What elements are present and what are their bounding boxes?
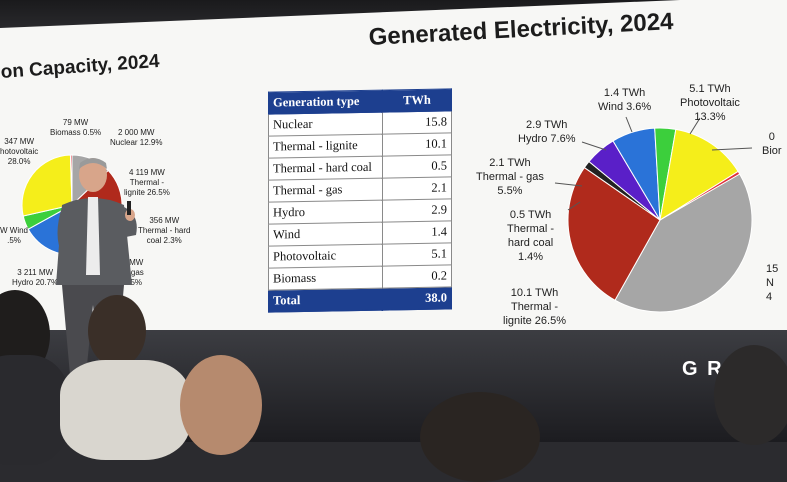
left-pie-slice-photovoltaic xyxy=(21,154,73,217)
audience-head-4 xyxy=(420,392,540,482)
pie-label-wind: 1.4 TWh Wind 3.6% xyxy=(598,87,652,113)
leader-hydro xyxy=(581,141,607,151)
pie-slice-lignite xyxy=(567,166,661,301)
pie-label-gas: 2.1 TWh Thermal - gas 5.5% xyxy=(476,157,544,197)
audience-head-3 xyxy=(180,355,262,455)
left-label-biomass: 79 MW Biomass 0.5% xyxy=(50,118,102,137)
pie-label-nuclear: 15 N 4 xyxy=(766,263,779,303)
left-label-hydro: 3 211 MW Hydro 20.7% xyxy=(12,268,59,287)
right-generation-pie xyxy=(554,116,753,313)
leader-photovoltaic xyxy=(689,117,701,135)
left-label-gas: 9 MW l - gas 4.5% xyxy=(122,258,144,287)
pie-label-photovoltaic: 5.1 TWh Photovoltaic 13.3% xyxy=(680,83,740,123)
left-label-photovoltaic: 347 MW hotovoltaic 28.0% xyxy=(0,137,39,166)
leader-hard-coal xyxy=(567,201,581,211)
pie-slice-photovoltaic xyxy=(659,128,739,222)
leader-gas xyxy=(554,182,583,187)
left-label-hard-coal: 356 MW Thermal - hard coal 2.3% xyxy=(138,216,191,245)
pie-label-hydro: 2.9 TWh Hydro 7.6% xyxy=(518,119,576,145)
pie-label-biomass: 0 Bior xyxy=(762,131,782,157)
audience-shirt-2 xyxy=(60,360,190,460)
audience-head-2 xyxy=(88,295,146,367)
leader-biomass xyxy=(711,147,753,151)
pie-label-lignite: 10.1 TWh Thermal - lignite 26.5% xyxy=(503,287,566,327)
leader-wind xyxy=(625,116,633,133)
left-label-wind: W Wind .5% xyxy=(0,226,28,245)
audience-head-5 xyxy=(714,345,787,445)
pie-slice-nuclear xyxy=(614,173,753,313)
pie-label-hard-coal: 0.5 TWh Thermal - hard coal 1.4% xyxy=(507,209,555,263)
left-pie-slice-biomass xyxy=(69,154,73,206)
left-label-nuclear: 2 000 MW Nuclear 12.9% xyxy=(110,128,163,147)
left-label-lignite: 4 119 MW Thermal - lignite 26.5% xyxy=(124,168,170,197)
pie-slice-biomass xyxy=(659,170,741,221)
brand-lettering: G R xyxy=(682,358,724,380)
